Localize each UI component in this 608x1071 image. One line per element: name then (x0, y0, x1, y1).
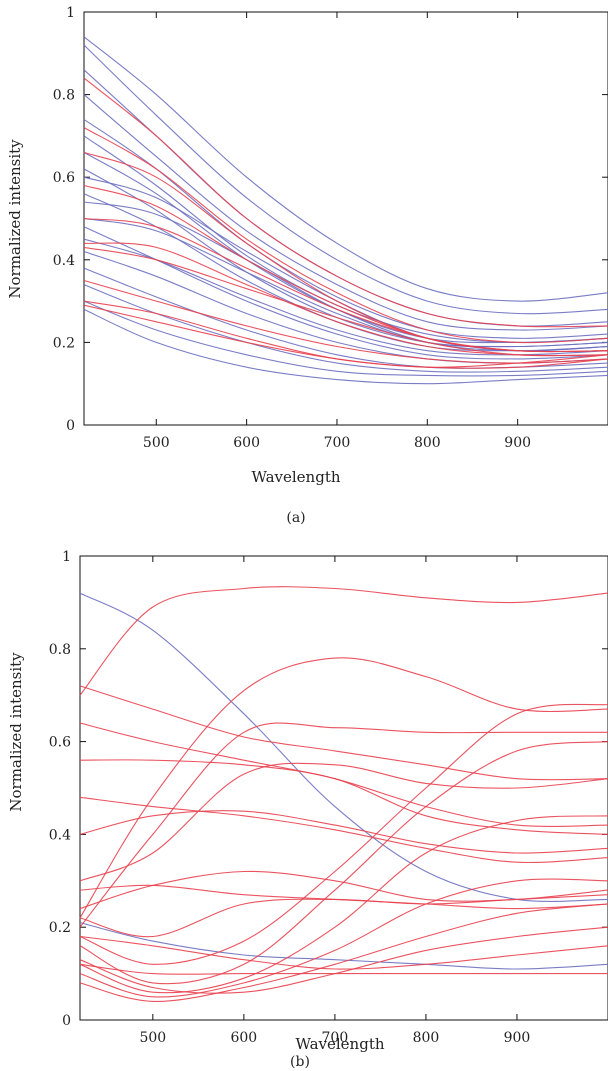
series-line-red (79, 894, 608, 938)
plot-frame (79, 555, 608, 1021)
series-line-red (83, 300, 608, 369)
y-axis-label: Normalized intensity (6, 139, 24, 299)
series-line-red (79, 815, 608, 994)
y-tick-label: 0.4 (53, 253, 75, 269)
y-tick-label: 0.2 (53, 335, 75, 351)
series-line-blue (83, 201, 608, 352)
panel-caption: (b) (290, 1054, 310, 1070)
series-line-red (79, 903, 608, 1002)
series-line-red (79, 685, 608, 781)
series-line-blue (83, 217, 608, 348)
series-group (79, 586, 608, 1002)
series-line-red (79, 878, 608, 998)
y-tick-label: 0 (62, 1013, 71, 1029)
panel-b: 500 600 700 800 900 0 0.2 0.4 0.6 0.8 1 Wavelength… (7, 549, 608, 1070)
y-tick-label: 0.2 (49, 920, 71, 936)
series-line-red (83, 77, 608, 328)
series-group (83, 36, 608, 385)
y-tick-label: 1 (66, 5, 75, 21)
y-axis-label: Normalized intensity (7, 652, 25, 812)
panel-caption: (a) (286, 510, 305, 526)
series-line-blue (83, 94, 608, 331)
series-line-blue (83, 267, 608, 369)
series-line-red (83, 151, 608, 353)
x-axis-label: Wavelength (295, 1035, 384, 1053)
x-tick-label: 900 (504, 435, 531, 451)
series-line-red (79, 722, 608, 928)
series-line-red (79, 870, 608, 910)
x-tick-label: 900 (504, 1030, 531, 1046)
x-tick-label: 500 (143, 435, 170, 451)
series-line-red (79, 657, 608, 919)
series-line-red (79, 722, 608, 828)
series-line-red (79, 935, 608, 970)
y-tick-label: 1 (62, 549, 71, 565)
series-line-red (79, 796, 608, 864)
series-line-red (79, 586, 608, 696)
series-line-red (79, 741, 608, 985)
series-line-red (79, 810, 608, 854)
series-line-red (79, 963, 608, 975)
y-tick-label: 0.6 (49, 735, 71, 751)
series-line-blue (83, 44, 608, 315)
series-line-red (83, 246, 608, 357)
series-line-red (83, 304, 608, 368)
x-tick-label: 600 (233, 435, 260, 451)
x-tick-label: 600 (230, 1030, 257, 1046)
x-tick-label: 800 (413, 1030, 440, 1046)
series-line-blue (79, 922, 608, 970)
y-tick-label: 0.4 (49, 827, 71, 843)
series-line-red (79, 884, 608, 910)
series-line-red (79, 762, 608, 882)
series-line-blue (83, 308, 608, 385)
series-line-red (79, 703, 608, 965)
x-tick-label: 700 (322, 1030, 349, 1046)
axis-ticks: 500 600 700 800 900 0 0.2 0.4 0.6 0.8 1 (49, 549, 608, 1046)
y-tick-label: 0.8 (49, 642, 71, 658)
x-tick-label: 800 (414, 435, 441, 451)
series-line-red (83, 127, 608, 344)
y-tick-label: 0 (66, 418, 75, 434)
series-line-red (79, 759, 608, 835)
x-tick-label: 500 (139, 1030, 166, 1046)
series-line-blue (83, 300, 608, 377)
y-tick-label: 0.8 (53, 88, 75, 104)
series-line-blue (83, 135, 608, 344)
axis-ticks: 500 600 700 800 900 0 0.2 0.4 0.6 0.8 1 (53, 5, 608, 451)
x-tick-label: 700 (324, 435, 351, 451)
y-tick-label: 0.6 (53, 170, 75, 186)
panel-a: 500 600 700 800 900 0 0.2 0.4 0.6 0.8 1 Wavelength… (6, 5, 608, 526)
series-line-red (83, 217, 608, 353)
x-axis-label: Wavelength (251, 468, 340, 486)
series-line-blue (83, 36, 608, 302)
series-line-blue (83, 226, 608, 360)
